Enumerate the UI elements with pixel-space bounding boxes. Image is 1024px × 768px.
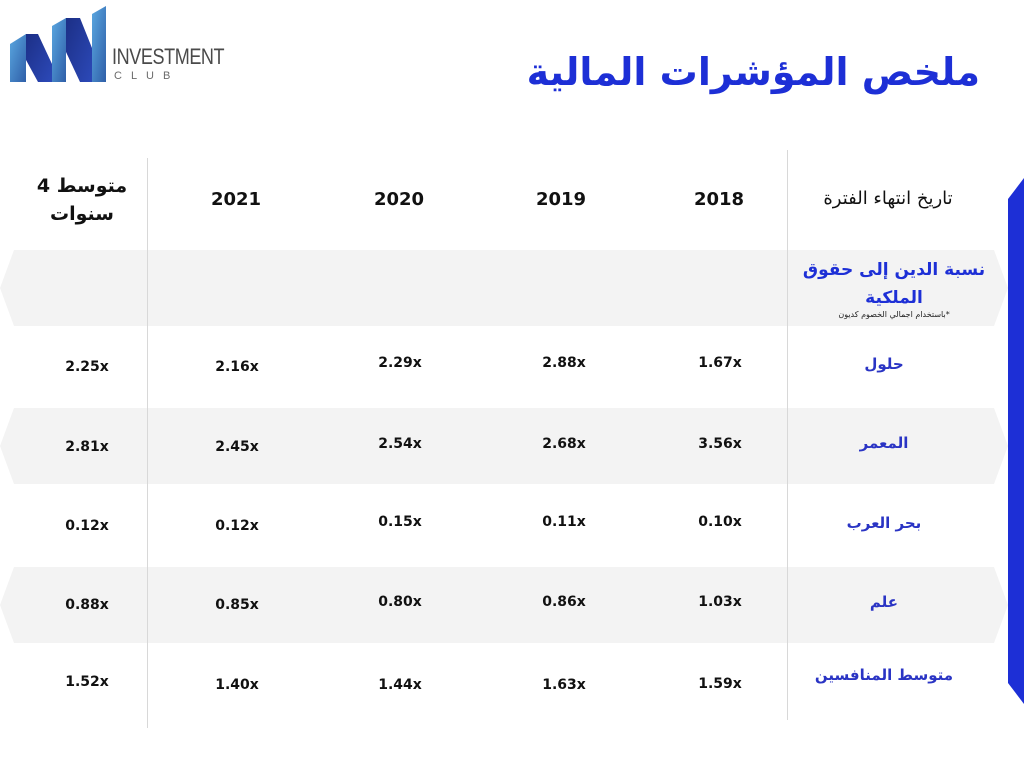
table-cell-average: 0.12x — [65, 518, 109, 534]
table-cell: 2.29x — [378, 355, 422, 371]
header-period-label: تاريخ انتهاء الفترة — [823, 188, 953, 209]
table-cell: 2.45x — [215, 439, 259, 455]
logo-bars-icon — [10, 6, 106, 82]
section-title: نسبة الدين إلى حقوق الملكية — [802, 260, 986, 308]
table-cell-average: 1.52x — [65, 674, 109, 690]
header-year-2018: 2018 — [693, 189, 745, 210]
divider-right — [787, 150, 788, 720]
header-year-2019: 2019 — [535, 189, 587, 210]
divider-left — [147, 158, 148, 728]
investment-club-logo: INVESTMENT CLUB — [8, 4, 225, 86]
table-cell: 3.56x — [698, 436, 742, 452]
header-year-2021: 2021 — [210, 189, 262, 210]
table-cell: 1.63x — [542, 677, 586, 693]
table-cell: 0.10x — [698, 514, 742, 530]
logo-text-investment: INVESTMENT — [112, 44, 225, 69]
table-cell: 2.54x — [378, 436, 422, 452]
table-cell: 0.12x — [215, 518, 259, 534]
table-cell: 0.85x — [215, 597, 259, 613]
accent-bar — [1008, 178, 1024, 704]
header-average-label: متوسط 4 سنوات — [36, 175, 128, 225]
band-row-2 — [0, 408, 1008, 484]
row-label-elm: علم — [869, 593, 899, 611]
table-cell: 2.88x — [542, 355, 586, 371]
table-cell: 1.59x — [698, 676, 742, 692]
table-cell: 0.15x — [378, 514, 422, 530]
header-year-2020: 2020 — [373, 189, 425, 210]
logo-text-club: CLUB — [114, 70, 180, 82]
section-note: *باستخدام اجمالي الخصوم كديون — [838, 310, 950, 319]
row-label-holool: حلول — [864, 355, 904, 373]
table-cell: 1.67x — [698, 355, 742, 371]
table-cell: 1.40x — [215, 677, 259, 693]
band-row-4 — [0, 567, 1008, 643]
table-cell: 1.44x — [378, 677, 422, 693]
row-label-competitors-average: متوسط المنافسين — [814, 666, 954, 684]
table-cell-average: 2.25x — [65, 359, 109, 375]
table-cell: 2.68x — [542, 436, 586, 452]
table-cell: 0.86x — [542, 594, 586, 610]
row-label-almoammar: المعمر — [859, 434, 909, 452]
table-cell-average: 2.81x — [65, 439, 109, 455]
table-cell: 2.16x — [215, 359, 259, 375]
table-cell: 0.11x — [542, 514, 586, 530]
table-cell: 0.80x — [378, 594, 422, 610]
page-title: ملخص المؤشرات المالية — [526, 50, 980, 94]
table-cell: 1.03x — [698, 594, 742, 610]
band-section-header — [0, 250, 1008, 326]
table-cell-average: 0.88x — [65, 597, 109, 613]
row-label-bahr-alarab: بحر العرب — [846, 514, 922, 532]
